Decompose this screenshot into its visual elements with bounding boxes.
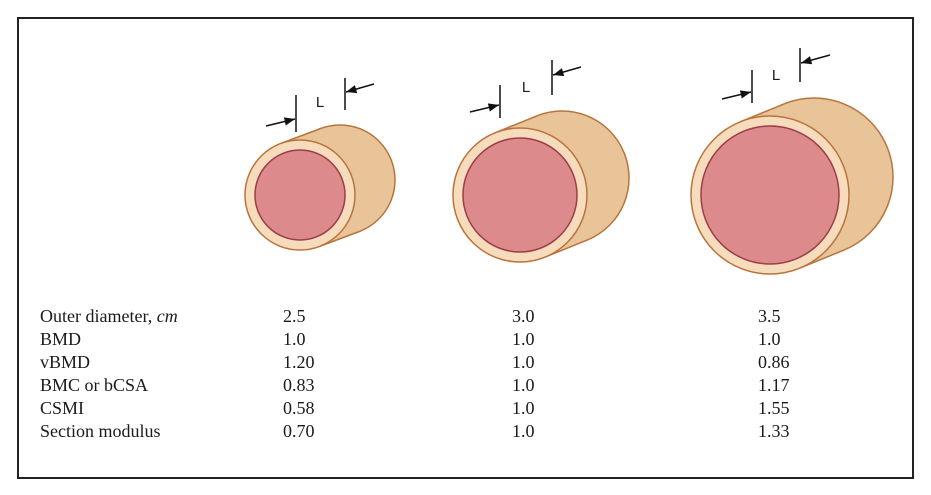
cell-value: 1.0 (512, 375, 535, 395)
cell-value: 2.5 (283, 306, 306, 326)
row-label: BMD (40, 329, 81, 349)
marrow (462, 137, 578, 253)
marrow (700, 125, 840, 265)
row-label: CSMI (40, 398, 84, 418)
cell-value: 0.83 (283, 375, 315, 395)
cylinders (244, 97, 894, 275)
cell-value: 1.0 (512, 352, 535, 372)
row-label-text: BMC or bCSA (40, 375, 148, 395)
cell-value: 0.58 (283, 398, 315, 418)
row-label-text: Section modulus (40, 421, 161, 441)
dimension-label: L (772, 67, 780, 84)
cell-value: 0.70 (283, 421, 315, 441)
dimensions (265, 48, 831, 132)
row-label-text: CSMI (40, 398, 84, 418)
marrow (254, 149, 346, 241)
row-label: BMC or bCSA (40, 375, 148, 395)
cell-value: 1.0 (512, 398, 535, 418)
dimension-label: L (522, 79, 530, 96)
cell-value: 3.0 (512, 306, 535, 326)
cell-value: 1.0 (512, 421, 535, 441)
cell-value: 3.5 (758, 306, 781, 326)
cell-value: 1.0 (758, 329, 781, 349)
dimension-label: L (316, 94, 324, 111)
row-label: Outer diameter, cm (40, 306, 178, 326)
row-label-text: Outer diameter, (40, 306, 152, 326)
row-label-text: vBMD (40, 352, 90, 372)
row-label-text: BMD (40, 329, 81, 349)
cell-value: 1.20 (283, 352, 315, 372)
row-label: Section modulus (40, 421, 161, 441)
cell-value: 1.55 (758, 398, 790, 418)
row-unit: cm (157, 306, 178, 326)
table: Outer diameter, cm 2.5 3.0 3.5 BMD 1.0 1.0 1.0 v… (40, 306, 790, 441)
cell-value: 0.86 (758, 352, 790, 372)
cell-value: 1.17 (758, 375, 790, 395)
cell-value: 1.33 (758, 421, 790, 441)
cell-value: 1.0 (283, 329, 306, 349)
cell-value: 1.0 (512, 329, 535, 349)
row-label: vBMD (40, 352, 90, 372)
